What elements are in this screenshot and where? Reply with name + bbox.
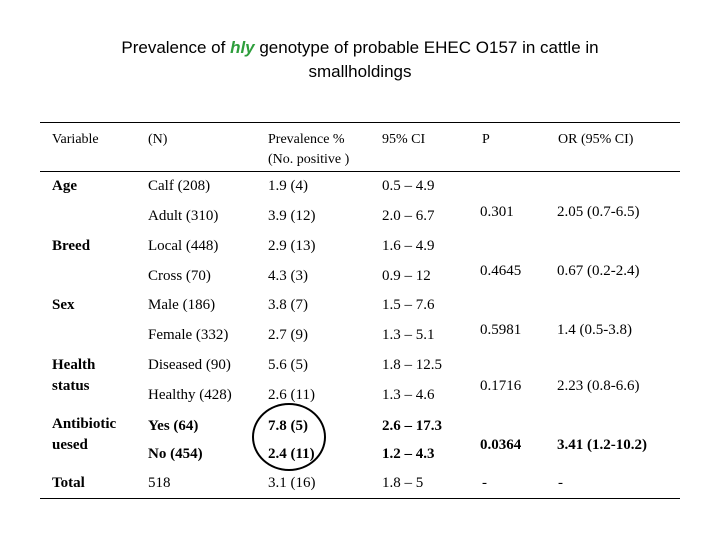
cell-ci: 1.3 – 5.1 <box>382 327 435 343</box>
cell-prevalence: 2.9 (13) <box>268 238 316 254</box>
variable-label: Health <box>52 357 96 373</box>
cell-n: Yes (64) <box>148 418 199 434</box>
cell-prevalence: 2.6 (11) <box>268 387 315 403</box>
cell-n: Male (186) <box>148 297 216 313</box>
cell-ci: 1.3 – 4.6 <box>382 387 435 403</box>
cell-p: - <box>482 475 487 491</box>
cell-n: 518 <box>148 475 171 491</box>
variable-label-line-2: status <box>52 378 90 394</box>
header-bottom-rule <box>40 171 680 172</box>
cell-p: 0.1716 <box>480 378 522 394</box>
variable-label: Breed <box>52 238 91 254</box>
cell-or: 3.41 (1.2-10.2) <box>557 437 647 453</box>
cell-prevalence: 1.9 (4) <box>268 178 308 194</box>
cell-prevalence: 5.6 (5) <box>268 357 308 373</box>
cell-n: Cross (70) <box>148 268 211 284</box>
title-emphasis: hly <box>230 38 255 57</box>
header-n: (N) <box>148 132 168 147</box>
cell-or: 2.05 (0.7-6.5) <box>557 204 640 220</box>
header-prevalence: Prevalence % <box>268 132 345 147</box>
cell-n: Female (332) <box>148 327 229 343</box>
cell-n: Calf (208) <box>148 178 211 194</box>
title-text-start: Prevalence of <box>121 38 231 57</box>
cell-n: Local (448) <box>148 238 219 254</box>
cell-p: 0.5981 <box>480 322 522 338</box>
cell-n: Adult (310) <box>148 208 219 224</box>
cell-ci: 1.8 – 5 <box>382 475 424 491</box>
cell-prevalence: 3.8 (7) <box>268 297 308 313</box>
variable-label: Sex <box>52 297 75 313</box>
cell-ci: 0.9 – 12 <box>382 268 431 284</box>
cell-or: 0.67 (0.2-2.4) <box>557 263 640 279</box>
cell-ci: 1.2 – 4.3 <box>382 446 435 462</box>
cell-prevalence: 4.3 (3) <box>268 268 308 284</box>
cell-ci: 2.0 – 6.7 <box>382 208 435 224</box>
cell-or: 1.4 (0.5-3.8) <box>557 322 632 338</box>
table-bottom-rule <box>40 498 680 499</box>
highlight-circle <box>252 403 326 471</box>
variable-label-line-2: uesed <box>52 437 88 453</box>
table-top-rule <box>40 122 680 123</box>
cell-p: 0.301 <box>480 204 514 220</box>
cell-p: 0.4645 <box>480 263 522 279</box>
cell-or: - <box>558 475 563 491</box>
cell-p: 0.0364 <box>480 437 522 453</box>
cell-n: Diseased (90) <box>148 357 231 373</box>
page-title: Prevalence of hly genotype of probable E… <box>40 36 680 84</box>
cell-prevalence: 2.7 (9) <box>268 327 308 343</box>
header-variable: Variable <box>52 132 99 147</box>
cell-prevalence: 3.1 (16) <box>268 475 316 491</box>
cell-ci: 2.6 – 17.3 <box>382 418 442 434</box>
title-line-2: smallholdings <box>308 62 412 81</box>
header-ci: 95% CI <box>382 132 426 147</box>
variable-label: Age <box>52 178 77 194</box>
cell-or: 2.23 (0.8-6.6) <box>557 378 640 394</box>
cell-ci: 1.6 – 4.9 <box>382 238 435 254</box>
header-or: OR (95% CI) <box>558 132 634 147</box>
cell-n: No (454) <box>148 446 203 462</box>
cell-ci: 1.8 – 12.5 <box>382 357 442 373</box>
cell-ci: 1.5 – 7.6 <box>382 297 435 313</box>
title-text-end: genotype of probable EHEC O157 in cattle… <box>254 38 599 57</box>
header-p: P <box>482 132 490 147</box>
cell-prevalence: 3.9 (12) <box>268 208 316 224</box>
variable-label: Total <box>52 475 85 491</box>
cell-n: Healthy (428) <box>148 387 232 403</box>
cell-ci: 0.5 – 4.9 <box>382 178 435 194</box>
variable-label: Antibiotic <box>52 416 117 432</box>
header-prevalence-sub: (No. positive ) <box>268 152 350 167</box>
